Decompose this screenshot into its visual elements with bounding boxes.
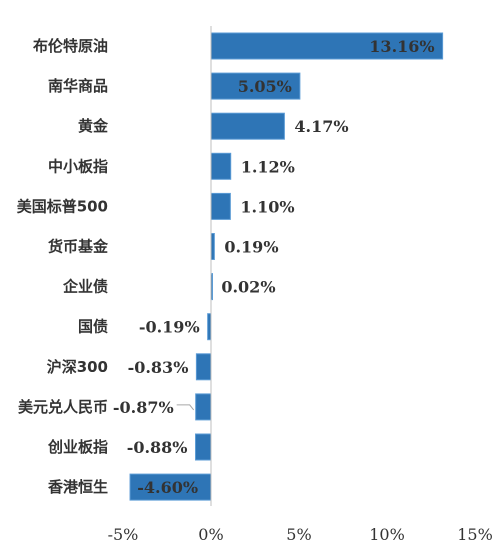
value-label: 0.19% xyxy=(224,238,278,257)
category-label: 黄金 xyxy=(78,117,109,135)
value-label: 5.05% xyxy=(238,77,292,96)
value-label: 1.10% xyxy=(240,197,294,216)
value-label: -0.19% xyxy=(139,318,200,337)
x-tick-label: -5% xyxy=(108,525,139,544)
value-label: 4.17% xyxy=(294,117,348,136)
bar xyxy=(195,353,212,381)
bars-group xyxy=(129,32,444,501)
category-label: 企业债 xyxy=(62,278,108,296)
bar xyxy=(210,112,285,140)
category-label: 货币基金 xyxy=(48,238,109,256)
value-label: -0.87% xyxy=(113,398,174,417)
x-tick-label: 15% xyxy=(457,525,493,544)
value-label: -4.60% xyxy=(137,478,198,497)
category-label: 美国标普500 xyxy=(17,197,108,215)
value-labels-group: 13.16% 5.05% 4.17% 1.12% 1.10% 0.19% 0.02% -0.1… xyxy=(113,37,435,497)
category-label: 美元兑人民币 xyxy=(18,398,108,416)
category-label: 南华商品 xyxy=(48,77,108,95)
bar xyxy=(195,393,212,421)
category-label: 中小板指 xyxy=(48,157,108,175)
bar xyxy=(207,313,212,341)
value-label: 13.16% xyxy=(369,37,434,56)
bar xyxy=(210,72,301,100)
x-tick-labels-group: -5% 0% 5% 10% 15% xyxy=(108,525,493,544)
x-tick-label: 0% xyxy=(198,525,223,544)
leader-line xyxy=(176,404,195,411)
category-label: 国债 xyxy=(78,318,108,336)
category-label: 沪深300 xyxy=(47,358,108,376)
bar xyxy=(210,152,232,180)
value-label: 1.12% xyxy=(241,157,295,176)
x-tick-label: 10% xyxy=(369,525,405,544)
bar xyxy=(210,192,231,220)
bar xyxy=(195,433,212,461)
category-label: 布伦特原油 xyxy=(33,37,108,55)
category-label: 创业板指 xyxy=(47,438,108,456)
value-label: -0.88% xyxy=(127,438,188,457)
category-label: 香港恒生 xyxy=(48,478,108,496)
value-label: 0.02% xyxy=(221,278,275,297)
value-label: -0.83% xyxy=(128,358,189,377)
x-tick-label: 5% xyxy=(286,525,311,544)
bar xyxy=(210,32,444,60)
bar xyxy=(210,233,215,260)
leader-lines-group xyxy=(176,404,195,411)
